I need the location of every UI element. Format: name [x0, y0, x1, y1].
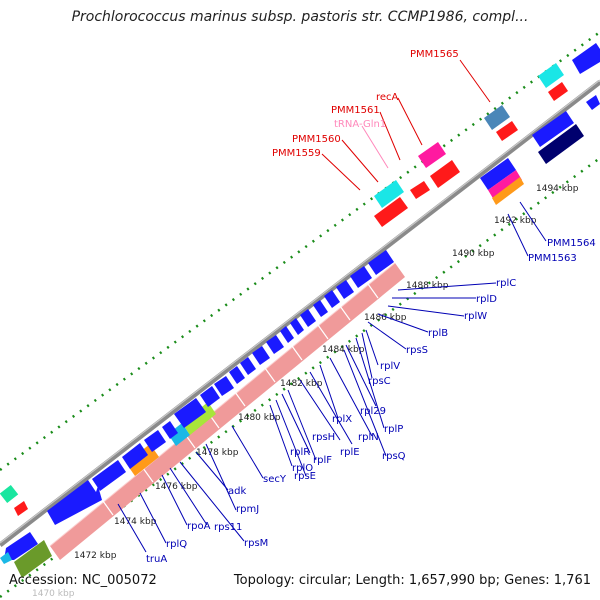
lime-gene-segment — [182, 402, 216, 435]
gene-label-rpln: rplN — [358, 432, 379, 443]
gene-label-rplq: rplQ — [166, 539, 187, 550]
cds-arrow-pmm1564[interactable] — [532, 111, 574, 147]
scale-label: 1488 kbp — [406, 281, 449, 291]
red-feature-left — [14, 501, 28, 516]
genome-backbone-highlight — [0, 79, 600, 544]
gene-label-rpsm: rpsM — [244, 538, 268, 549]
gene-label-rps11: rps11 — [214, 522, 242, 533]
cds-arrow-left-edge[interactable] — [4, 532, 38, 560]
scale-labels: 1470 kbp 1472 kbp 1474 kbp 1476 kbp 1478… — [32, 184, 579, 599]
gene-label-rpoa: rpoA — [187, 521, 211, 532]
gene-label-rplo: rplO — [292, 463, 313, 474]
outer-tick-track — [0, 30, 600, 472]
cds-arrow-top-right[interactable] — [572, 43, 600, 74]
red-feature-reca[interactable] — [430, 160, 460, 188]
scale-label: 1490 kbp — [452, 249, 495, 259]
trna-feature-2[interactable] — [488, 170, 522, 200]
cds-arrow-upper[interactable] — [480, 158, 516, 190]
gene-label-trna-gln1: tRNA-Gln1 — [334, 119, 386, 130]
scale-label: 1486 kbp — [364, 313, 407, 323]
orange-gene-segment — [126, 444, 159, 476]
cyan-gene-segment — [168, 423, 190, 446]
gene-leader-lines — [117, 201, 547, 553]
scale-label: 1470 kbp — [32, 589, 75, 599]
gene-label-rplp: rplP — [384, 424, 403, 435]
red-feature-pmm1561[interactable] — [410, 181, 430, 199]
cyan-feature-top-right[interactable] — [538, 63, 564, 88]
gene-label-rplc: rplC — [496, 278, 516, 289]
gene-label-rplf: rplF — [313, 455, 332, 466]
gene-label-rpsc: rpsC — [368, 376, 391, 387]
gene-label-rplw: rplW — [464, 311, 487, 322]
gene-label-rpsh: rpsH — [312, 432, 335, 443]
red-feature-top-right[interactable] — [548, 82, 568, 101]
scale-label: 1482 kbp — [280, 379, 323, 389]
gene-label-rpse: rpsE — [294, 471, 316, 482]
cyan-arrow-left-edge — [0, 552, 12, 564]
red-leader-lines — [321, 59, 491, 191]
genome-stats-label: Topology: circular; Length: 1,657,990 bp… — [233, 573, 591, 588]
cds-arrow-chain[interactable] — [47, 250, 394, 525]
cds-dark-arrow[interactable] — [538, 124, 584, 164]
gene-label-rpsq: rpsQ — [382, 451, 406, 462]
gene-label-rpss: rpsS — [406, 345, 428, 356]
pink-leader-line — [361, 125, 389, 169]
red-feature-pmm1565[interactable] — [496, 121, 518, 141]
gene-label-rplv: rplV — [380, 361, 400, 372]
gene-label-pmm1565: PMM1565 — [410, 49, 459, 60]
gene-label-rplr: rplR — [290, 447, 310, 458]
map-title: Prochlorococcus marinus subsp. pastoris … — [71, 9, 529, 25]
scale-label: 1474 kbp — [114, 517, 157, 527]
trna-feature[interactable] — [418, 142, 446, 168]
scale-label: 1480 kbp — [238, 413, 281, 423]
scale-label: 1476 kbp — [155, 482, 198, 492]
cyan-feature-pmm1559[interactable] — [374, 180, 404, 208]
gene-label-pmm1559: PMM1559 — [272, 148, 321, 159]
gene-label-pmm1560: PMM1560 — [292, 134, 341, 145]
scale-label: 1478 kbp — [196, 448, 239, 458]
cyan-feature-left — [0, 484, 19, 504]
gene-label-rplb: rplB — [428, 328, 448, 339]
ribosomal-operon-band-edge — [49, 262, 396, 547]
gene-label-pmm1561: PMM1561 — [331, 105, 380, 116]
gene-label-rple: rplE — [340, 447, 360, 458]
gene-label-rpl29: rpl29 — [360, 406, 386, 417]
gene-label-pmm1564: PMM1564 — [547, 238, 596, 249]
scale-label: 1472 kbp — [74, 551, 117, 561]
gene-labels-red: PMM1559 PMM1560 PMM1561 recA PMM1565 — [272, 49, 459, 159]
steel-feature-pmm1565[interactable] — [484, 105, 510, 130]
accession-label: Accession: NC_005072 — [9, 573, 157, 588]
ribosomal-operon-band — [50, 263, 405, 560]
gene-label-trua: truA — [146, 554, 167, 565]
gene-label-rpld: rplD — [476, 294, 497, 305]
band-separators — [102, 283, 379, 516]
olive-gene-segment — [14, 540, 52, 578]
gene-label-pmm1563: PMM1563 — [528, 253, 577, 264]
red-feature-pmm1560[interactable] — [374, 197, 408, 227]
scale-label: 1494 kbp — [536, 184, 579, 194]
gene-labels-blue: truA rplQ rpoA rps11 rpsM adk rpmJ secY … — [146, 238, 596, 565]
gene-label-adk: adk — [228, 486, 246, 497]
gene-label-reca: recA — [376, 92, 399, 103]
genome-backbone — [0, 80, 600, 547]
scale-label: 1484 kbp — [322, 345, 365, 355]
gene-label-rpmj: rpmJ — [236, 504, 259, 515]
gene-label-secy: secY — [263, 474, 287, 485]
orange-feature-upper[interactable] — [492, 177, 524, 205]
scale-label: 1492 kbp — [494, 216, 537, 226]
gene-label-rplx: rplX — [332, 414, 352, 425]
cds-arrow-right-edge[interactable] — [586, 95, 600, 110]
